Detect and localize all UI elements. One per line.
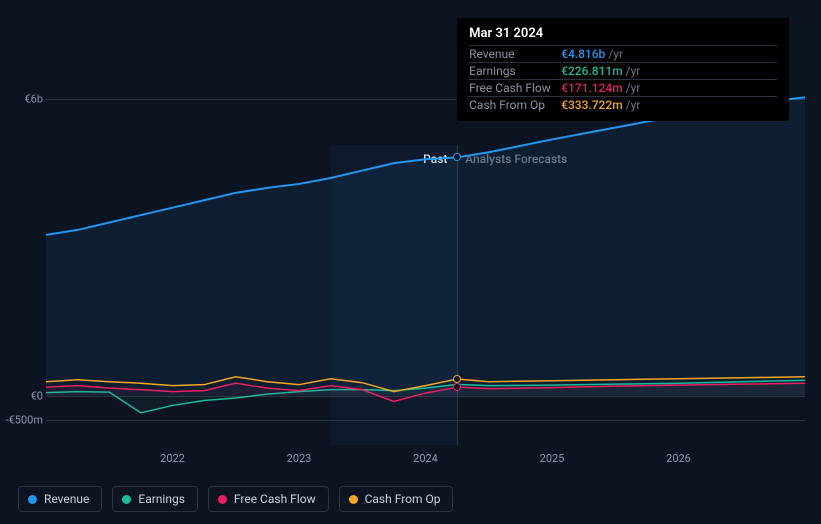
legend-swatch xyxy=(122,495,131,504)
tooltip-row: Cash From Op€333.722m/yr xyxy=(469,96,777,113)
legend-label: Earnings xyxy=(138,492,185,506)
y-axis-tick-label: €6b xyxy=(24,92,43,105)
tooltip-row: Free Cash Flow€171.124m/yr xyxy=(469,79,777,96)
legend-label: Revenue xyxy=(44,492,89,506)
legend-item-cfo[interactable]: Cash From Op xyxy=(339,486,454,512)
x-axis-tick-label: 2023 xyxy=(287,452,312,465)
y-axis-tick-label: €0 xyxy=(31,389,43,402)
x-axis-tick-label: 2022 xyxy=(160,452,185,465)
tooltip-metric-value: €226.811m xyxy=(561,64,623,78)
tooltip-metric-value: €4.816b xyxy=(561,47,605,61)
tooltip-metric-value: €333.722m xyxy=(561,98,623,112)
series-marker-revenue xyxy=(453,153,461,161)
tooltip-date: Mar 31 2024 xyxy=(469,26,777,41)
series-marker-cfo xyxy=(453,375,461,383)
y-axis-tick-label: -€500m xyxy=(6,414,43,427)
tooltip-metric-label: Free Cash Flow xyxy=(469,81,561,95)
chart-tooltip: Mar 31 2024 Revenue€4.816b/yrEarnings€22… xyxy=(457,18,789,121)
legend-swatch xyxy=(28,495,37,504)
tooltip-metric-label: Revenue xyxy=(469,47,561,61)
tooltip-metric-value: €171.124m xyxy=(561,81,623,95)
x-axis-tick-label: 2025 xyxy=(540,452,565,465)
chart-legend: Revenue Earnings Free Cash Flow Cash From O… xyxy=(18,486,453,512)
tooltip-unit: /yr xyxy=(626,98,641,112)
tooltip-row: Earnings€226.811m/yr xyxy=(469,62,777,79)
legend-swatch xyxy=(218,495,227,504)
legend-item-fcf[interactable]: Free Cash Flow xyxy=(208,486,329,512)
legend-item-earnings[interactable]: Earnings xyxy=(112,486,198,512)
legend-label: Free Cash Flow xyxy=(234,492,316,506)
earnings-revenue-chart: Past Analysts Forecasts €6b€0-€500m 2022… xyxy=(18,0,805,468)
tooltip-unit: /yr xyxy=(626,64,641,78)
series-marker-fcf xyxy=(453,383,461,391)
x-axis-tick-label: 2026 xyxy=(666,452,691,465)
legend-item-revenue[interactable]: Revenue xyxy=(18,486,102,512)
legend-label: Cash From Op xyxy=(365,492,441,506)
x-axis-tick-label: 2024 xyxy=(413,452,438,465)
legend-swatch xyxy=(349,495,358,504)
tooltip-row: Revenue€4.816b/yr xyxy=(469,45,777,62)
tooltip-unit: /yr xyxy=(626,81,641,95)
tooltip-unit: /yr xyxy=(608,47,623,61)
tooltip-metric-label: Cash From Op xyxy=(469,98,561,112)
tooltip-metric-label: Earnings xyxy=(469,64,561,78)
